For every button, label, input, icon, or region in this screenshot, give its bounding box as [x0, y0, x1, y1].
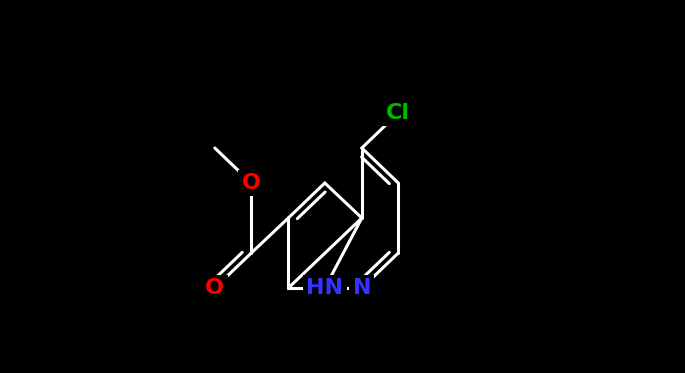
Text: N: N: [353, 278, 371, 298]
Text: Cl: Cl: [386, 103, 410, 123]
Text: HN: HN: [306, 278, 343, 298]
Text: O: O: [206, 278, 224, 298]
Text: O: O: [242, 173, 261, 193]
